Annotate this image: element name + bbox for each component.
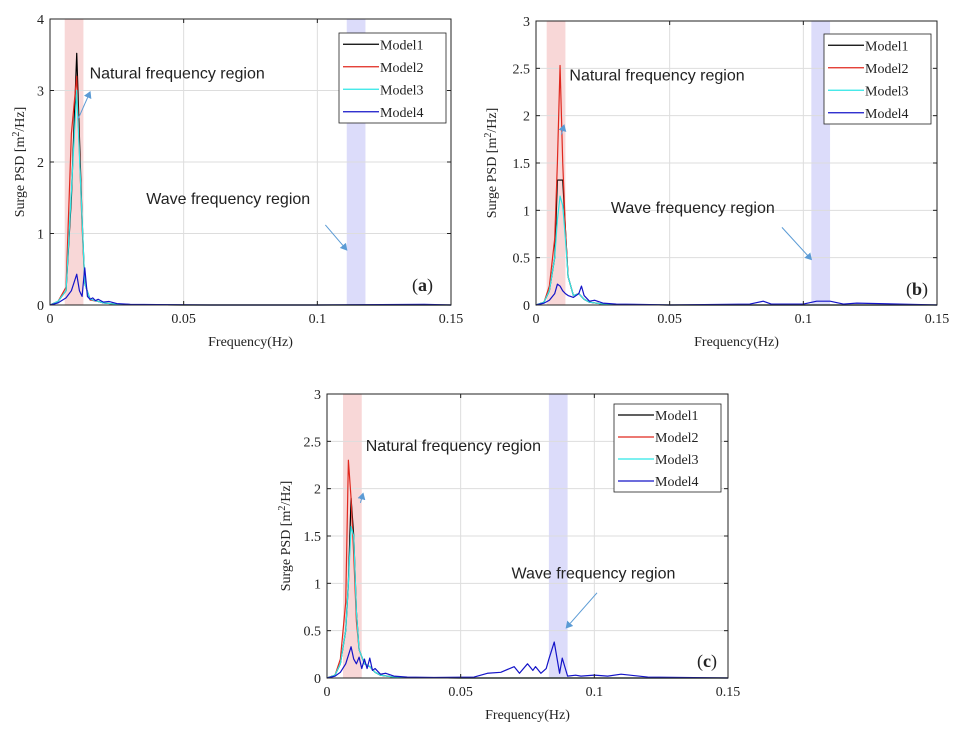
- y-tick-label: 3: [37, 85, 44, 100]
- y-tick-label: 1: [523, 204, 530, 219]
- natural-frequency-annotation-arrow: [357, 492, 366, 504]
- legend-label-model1: Model1: [380, 38, 424, 53]
- legend-label-model1: Model1: [865, 39, 909, 54]
- y-tick-label: 3: [314, 388, 321, 403]
- y-tick-label: 2.5: [304, 435, 322, 450]
- wave-frequency-annotation-arrow: [324, 224, 348, 251]
- y-tick-label: 2: [523, 110, 530, 125]
- x-tick-label: 0: [47, 312, 54, 327]
- series-line-model3: [535, 195, 937, 306]
- legend: Model1 Model2 Model3 Model4: [823, 33, 932, 125]
- legend-label-model3: Model3: [655, 453, 699, 468]
- wave-frequency-annotation-text: Wave frequency region: [611, 200, 775, 217]
- legend-label-model4: Model4: [655, 475, 699, 490]
- x-tick-label: 0.05: [657, 312, 682, 327]
- x-tick-label: 0.15: [439, 312, 464, 327]
- y-tick-label: 0: [314, 672, 321, 687]
- wave-frequency-annotation-text: Wave frequency region: [511, 566, 675, 583]
- y-axis-label: Surge PSD [m2/Hz]: [277, 481, 295, 592]
- legend: Model1 Model2 Model3 Model4: [338, 32, 447, 124]
- y-tick-label: 4: [37, 13, 44, 28]
- legend-label-model2: Model2: [655, 431, 699, 446]
- panel-label: (a): [412, 275, 433, 296]
- y-tick-label: 2.5: [513, 62, 531, 77]
- y-tick-label: 1: [314, 577, 321, 592]
- x-axis-label: Frequency(Hz): [485, 708, 570, 723]
- legend-label-model2: Model2: [865, 62, 909, 77]
- natural-frequency-annotation-text: Natural frequency region: [366, 438, 541, 455]
- y-tick-label: 0: [37, 299, 44, 314]
- chart-panel-3: 0 0.05 0.1 0.15 0 0.5 1 1.5 2 2.5 3 Frequency(Hz) Su…: [277, 388, 741, 723]
- legend: Model1 Model2 Model3 Model4: [613, 403, 722, 493]
- x-tick-label: 0.1: [586, 685, 604, 700]
- y-tick-label: 0.5: [513, 252, 531, 267]
- natural-frequency-annotation-arrow: [558, 124, 567, 135]
- legend-box: [613, 403, 722, 493]
- legend-label-model4: Model4: [380, 106, 424, 121]
- legend-label-model3: Model3: [380, 83, 424, 98]
- legend-label-model3: Model3: [865, 84, 909, 99]
- x-tick-label: 0.1: [795, 312, 813, 327]
- x-tick-label: 0.05: [171, 312, 196, 327]
- legend-label-model4: Model4: [865, 107, 909, 122]
- x-axis-label: Frequency(Hz): [694, 335, 779, 350]
- x-axis-label: Frequency(Hz): [208, 335, 293, 350]
- legend-label-model1: Model1: [655, 409, 699, 424]
- legend-box: [338, 32, 447, 124]
- y-axis-label: Surge PSD [m2/Hz]: [11, 107, 29, 218]
- legend-label-model2: Model2: [380, 61, 424, 76]
- y-tick-label: 1: [37, 228, 44, 243]
- series-line-model4: [535, 283, 938, 306]
- y-tick-label: 0.5: [304, 625, 322, 640]
- y-tick-label: 1.5: [513, 157, 531, 172]
- wave-frequency-annotation-arrow: [565, 592, 598, 629]
- y-tick-label: 0: [523, 299, 530, 314]
- panel-label: (b): [906, 279, 928, 300]
- natural-frequency-annotation-arrow: [77, 91, 92, 120]
- y-tick-label: 2: [314, 483, 321, 498]
- x-tick-label: 0: [533, 312, 540, 327]
- series-line-model3: [326, 525, 728, 679]
- natural-frequency-annotation-text: Natural frequency region: [569, 68, 744, 85]
- panel-label: (c): [697, 651, 717, 672]
- wave-frequency-annotation-arrow: [781, 227, 813, 261]
- natural-frequency-annotation-text: Natural frequency region: [90, 65, 265, 82]
- chart-panel-2: 0 0.05 0.1 0.15 0 0.5 1 1.5 2 2.5 3 Frequency(Hz) Su…: [483, 15, 950, 350]
- series-line-model4: [326, 641, 729, 679]
- wave-frequency-annotation-text: Wave frequency region: [146, 191, 310, 208]
- x-tick-label: 0.1: [309, 312, 327, 327]
- x-tick-label: 0: [324, 685, 331, 700]
- y-tick-label: 3: [523, 15, 530, 30]
- y-axis-label: Surge PSD [m2/Hz]: [483, 108, 501, 219]
- x-tick-label: 0.15: [925, 312, 950, 327]
- y-tick-label: 1.5: [304, 530, 322, 545]
- chart-panel-1: 0 0.05 0.1 0.15 0 1 2 3 4 Frequency(Hz) Surge PSD …: [11, 13, 464, 350]
- y-tick-label: 2: [37, 156, 44, 171]
- legend-box: [823, 33, 932, 125]
- x-tick-label: 0.05: [448, 685, 473, 700]
- x-tick-label: 0.15: [716, 685, 741, 700]
